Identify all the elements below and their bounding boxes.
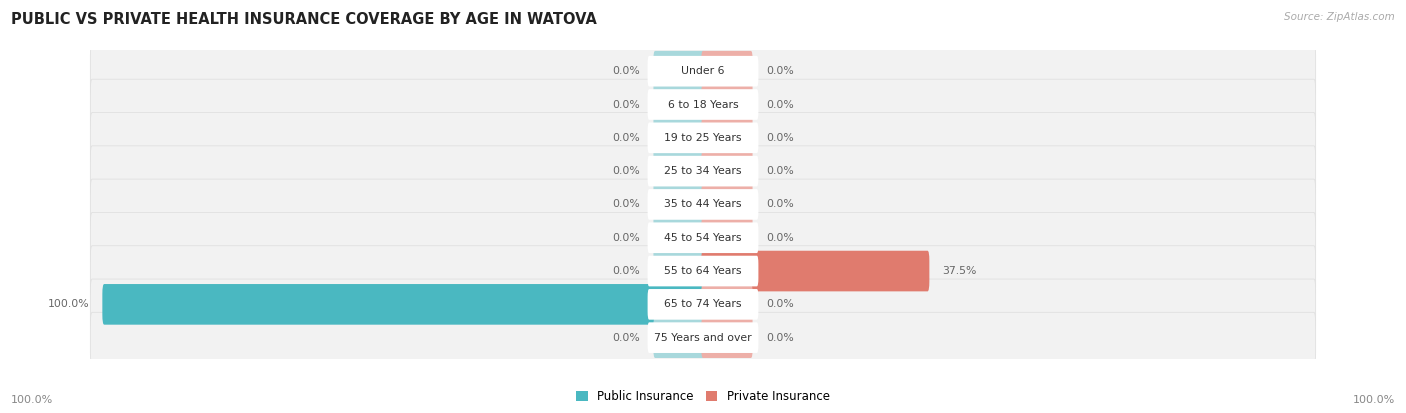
- Text: 0.0%: 0.0%: [766, 133, 793, 143]
- Text: 25 to 34 Years: 25 to 34 Years: [664, 166, 742, 176]
- Text: 0.0%: 0.0%: [613, 266, 640, 276]
- Text: 65 to 74 Years: 65 to 74 Years: [664, 299, 742, 309]
- FancyBboxPatch shape: [702, 51, 752, 92]
- FancyBboxPatch shape: [90, 179, 1316, 230]
- FancyBboxPatch shape: [654, 84, 704, 125]
- Text: 0.0%: 0.0%: [766, 166, 793, 176]
- FancyBboxPatch shape: [648, 56, 758, 87]
- FancyBboxPatch shape: [648, 322, 758, 353]
- Text: 0.0%: 0.0%: [766, 100, 793, 109]
- Legend: Public Insurance, Private Insurance: Public Insurance, Private Insurance: [576, 390, 830, 403]
- Text: 0.0%: 0.0%: [766, 66, 793, 76]
- Text: 100.0%: 100.0%: [48, 299, 89, 309]
- FancyBboxPatch shape: [702, 151, 752, 192]
- Text: 0.0%: 0.0%: [613, 199, 640, 209]
- Text: 100.0%: 100.0%: [11, 395, 53, 405]
- FancyBboxPatch shape: [90, 79, 1316, 130]
- FancyBboxPatch shape: [702, 217, 752, 258]
- FancyBboxPatch shape: [648, 89, 758, 120]
- Text: 45 to 54 Years: 45 to 54 Years: [664, 233, 742, 243]
- FancyBboxPatch shape: [654, 251, 704, 291]
- Text: 0.0%: 0.0%: [613, 332, 640, 343]
- FancyBboxPatch shape: [654, 118, 704, 158]
- Text: 0.0%: 0.0%: [613, 66, 640, 76]
- Text: 37.5%: 37.5%: [942, 266, 977, 276]
- Text: 0.0%: 0.0%: [613, 166, 640, 176]
- FancyBboxPatch shape: [654, 51, 704, 92]
- Text: 100.0%: 100.0%: [1353, 395, 1395, 405]
- FancyBboxPatch shape: [648, 223, 758, 253]
- Text: Source: ZipAtlas.com: Source: ZipAtlas.com: [1284, 12, 1395, 22]
- FancyBboxPatch shape: [103, 284, 704, 325]
- Text: 6 to 18 Years: 6 to 18 Years: [668, 100, 738, 109]
- Text: 35 to 44 Years: 35 to 44 Years: [664, 199, 742, 209]
- FancyBboxPatch shape: [702, 317, 752, 358]
- FancyBboxPatch shape: [702, 84, 752, 125]
- FancyBboxPatch shape: [90, 112, 1316, 163]
- Text: 19 to 25 Years: 19 to 25 Years: [664, 133, 742, 143]
- FancyBboxPatch shape: [654, 151, 704, 192]
- Text: PUBLIC VS PRIVATE HEALTH INSURANCE COVERAGE BY AGE IN WATOVA: PUBLIC VS PRIVATE HEALTH INSURANCE COVER…: [11, 12, 598, 27]
- Text: 0.0%: 0.0%: [766, 233, 793, 243]
- FancyBboxPatch shape: [654, 317, 704, 358]
- FancyBboxPatch shape: [90, 212, 1316, 263]
- FancyBboxPatch shape: [90, 279, 1316, 330]
- FancyBboxPatch shape: [648, 289, 758, 320]
- Text: 0.0%: 0.0%: [613, 233, 640, 243]
- Text: 0.0%: 0.0%: [766, 299, 793, 309]
- FancyBboxPatch shape: [90, 312, 1316, 363]
- FancyBboxPatch shape: [648, 189, 758, 220]
- Text: 0.0%: 0.0%: [766, 199, 793, 209]
- FancyBboxPatch shape: [648, 156, 758, 186]
- FancyBboxPatch shape: [702, 118, 752, 158]
- FancyBboxPatch shape: [90, 246, 1316, 297]
- FancyBboxPatch shape: [702, 184, 752, 225]
- Text: 0.0%: 0.0%: [613, 100, 640, 109]
- FancyBboxPatch shape: [654, 184, 704, 225]
- FancyBboxPatch shape: [654, 217, 704, 258]
- FancyBboxPatch shape: [702, 284, 752, 325]
- FancyBboxPatch shape: [648, 256, 758, 286]
- Text: 0.0%: 0.0%: [613, 133, 640, 143]
- Text: Under 6: Under 6: [682, 66, 724, 76]
- FancyBboxPatch shape: [90, 46, 1316, 97]
- FancyBboxPatch shape: [90, 146, 1316, 197]
- Text: 0.0%: 0.0%: [766, 332, 793, 343]
- Text: 55 to 64 Years: 55 to 64 Years: [664, 266, 742, 276]
- FancyBboxPatch shape: [702, 251, 929, 291]
- Text: 75 Years and over: 75 Years and over: [654, 332, 752, 343]
- FancyBboxPatch shape: [648, 123, 758, 153]
